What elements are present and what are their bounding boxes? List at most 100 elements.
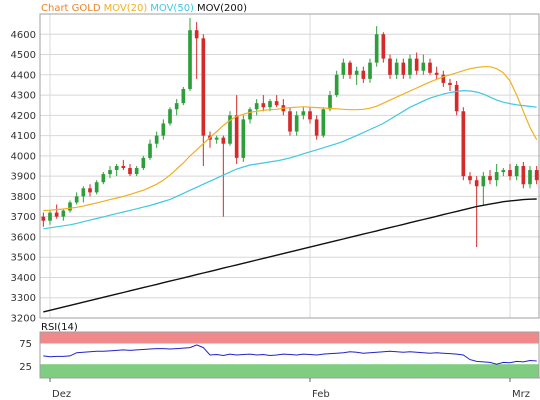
candle-down — [521, 166, 526, 185]
candle-down — [128, 168, 132, 175]
candle-down — [121, 166, 126, 169]
candle-up — [228, 115, 232, 144]
candle-up — [374, 34, 379, 63]
candle-up — [328, 95, 332, 110]
candle-up — [174, 103, 179, 110]
candle-up — [74, 196, 79, 203]
x-axis: Dez Feb Mrz — [40, 377, 540, 400]
candle-down — [54, 212, 59, 217]
candle-down — [314, 119, 319, 136]
candle-down — [508, 170, 512, 177]
candle-down — [434, 72, 439, 75]
candle-down — [534, 170, 539, 181]
legend-title: Chart GOLD — [41, 3, 101, 14]
candle-up — [301, 111, 306, 116]
candle-up — [321, 109, 326, 136]
candle-down — [308, 111, 312, 120]
candle-down — [234, 115, 239, 158]
rsi-title: RSI(14) — [41, 322, 78, 333]
candle-down — [448, 82, 452, 85]
rsi-oversold-band — [40, 364, 539, 378]
candle-up — [214, 137, 219, 140]
candle-up — [494, 172, 499, 181]
candle-up — [421, 62, 426, 71]
series-line-mov20 — [43, 66, 538, 212]
candle-up — [134, 168, 139, 175]
candle-up — [294, 115, 299, 132]
rsi-overbought-band — [40, 332, 539, 344]
candle-down — [461, 111, 466, 177]
legend-mov200: MOV(200) — [197, 3, 247, 14]
candle-up — [354, 70, 359, 75]
candle-up — [268, 101, 272, 108]
main-y-axis: 3200 3300 3400 3500 3600 3700 3800 3900 4000 4100… — [11, 30, 36, 325]
candle-down — [441, 74, 446, 83]
candle-up — [94, 182, 99, 193]
candle-down — [401, 62, 406, 75]
series-line-mov200 — [43, 198, 537, 313]
candle-down — [348, 62, 352, 75]
rsi-y-tick-label: 75 — [19, 339, 32, 350]
y-tick-label: 3500 — [11, 253, 36, 264]
candle-up — [68, 202, 72, 211]
candle-up — [481, 176, 486, 187]
candle-down — [488, 176, 492, 181]
candle-up — [248, 109, 252, 120]
y-tick-label: 4600 — [11, 30, 36, 41]
x-tick-label: Mrz — [512, 389, 530, 400]
y-tick-label: 3600 — [11, 232, 36, 243]
candle-up — [368, 62, 372, 79]
candle-up — [408, 58, 412, 75]
candle-up — [61, 210, 66, 217]
candle-down — [221, 137, 226, 144]
candle-down — [194, 30, 199, 39]
legend-mov50: MOV(50) — [150, 3, 194, 14]
candle-down — [361, 70, 366, 79]
moving-averages — [43, 66, 538, 313]
candle-up — [181, 88, 186, 104]
rsi-line — [43, 344, 537, 365]
candle-up — [108, 170, 112, 175]
candlesticks — [41, 18, 539, 248]
candle-down — [428, 62, 432, 73]
candle-up — [394, 62, 399, 75]
y-tick-label: 3400 — [11, 273, 36, 284]
candle-up — [168, 109, 172, 124]
candle-down — [454, 84, 459, 112]
chart-legend: Chart GOLD MOV(20) MOV(50) MOV(200) — [41, 3, 247, 14]
candle-up — [528, 170, 532, 185]
rsi-panel: 25 75 — [19, 331, 540, 379]
candle-up — [154, 135, 159, 144]
candle-down — [288, 111, 292, 132]
candle-up — [101, 174, 106, 183]
x-tick-label: Feb — [312, 389, 330, 400]
y-tick-label: 3200 — [11, 314, 36, 325]
candle-down — [41, 216, 46, 221]
y-tick-label: 4400 — [11, 70, 36, 81]
y-tick-label: 3800 — [11, 192, 36, 203]
rsi-y-tick-label: 25 — [19, 362, 32, 373]
candle-down — [88, 188, 92, 193]
candle-down — [388, 58, 392, 75]
candle-up — [48, 212, 52, 221]
candle-up — [514, 166, 519, 177]
candle-up — [334, 74, 339, 96]
legend-mov20: MOV(20) — [104, 3, 148, 14]
candle-down — [261, 103, 266, 108]
y-tick-label: 4300 — [11, 91, 36, 102]
candle-up — [501, 170, 506, 173]
candle-up — [114, 166, 119, 171]
y-tick-label: 4200 — [11, 111, 36, 122]
candle-up — [341, 62, 346, 75]
candle-up — [141, 157, 146, 169]
candle-down — [201, 38, 206, 136]
y-tick-label: 3900 — [11, 172, 36, 183]
candle-up — [254, 103, 259, 110]
x-tick-label: Dez — [52, 389, 71, 400]
candle-down — [274, 101, 279, 106]
y-tick-label: 3300 — [11, 293, 36, 304]
y-tick-label: 3700 — [11, 212, 36, 223]
candle-up — [148, 143, 152, 158]
series-line-mov50 — [43, 89, 537, 230]
